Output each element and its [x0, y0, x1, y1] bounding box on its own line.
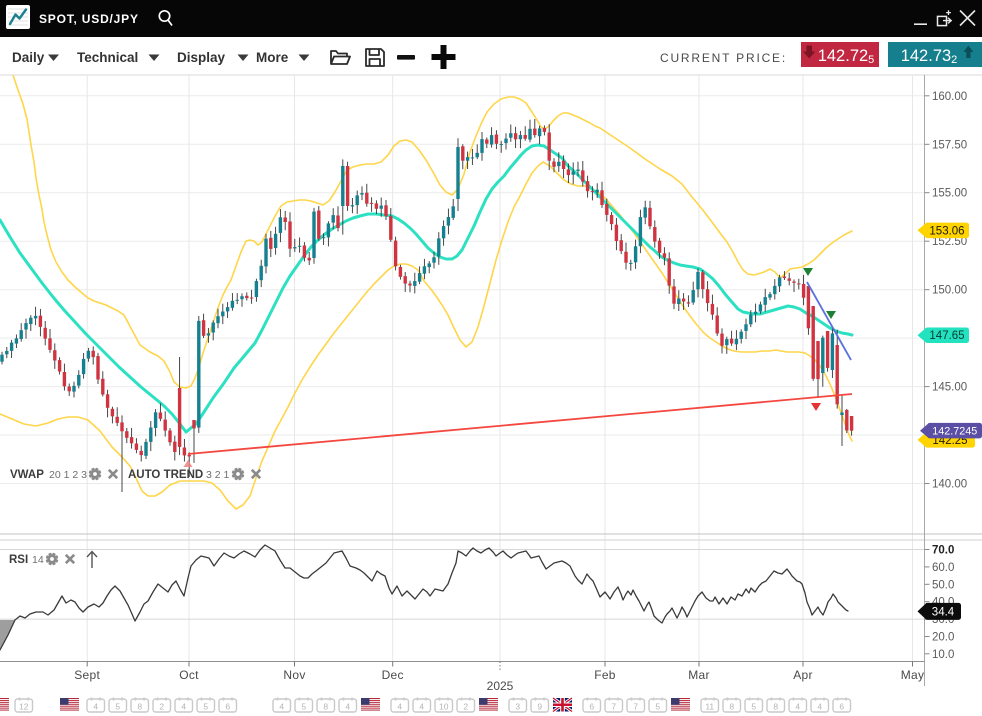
svg-text:142.725: 142.725 [818, 47, 875, 66]
svg-text:3 2 1: 3 2 1 [206, 469, 230, 481]
svg-text:Oct: Oct [179, 668, 199, 682]
svg-text:8: 8 [137, 702, 142, 712]
svg-text:Dec: Dec [382, 668, 404, 682]
svg-text:4: 4 [93, 702, 98, 712]
svg-text:147.65: 147.65 [929, 330, 964, 342]
svg-text:2: 2 [159, 702, 164, 712]
svg-text:20.0: 20.0 [932, 632, 954, 644]
svg-text:155.00: 155.00 [932, 188, 967, 200]
svg-text:4: 4 [397, 702, 402, 712]
svg-text:142.732: 142.732 [901, 47, 958, 66]
svg-text:145.00: 145.00 [932, 382, 967, 394]
svg-text:5: 5 [655, 702, 660, 712]
svg-text:7: 7 [633, 702, 638, 712]
svg-text:8: 8 [773, 702, 778, 712]
svg-text:4: 4 [795, 702, 800, 712]
svg-text:4: 4 [181, 702, 186, 712]
svg-text:11: 11 [705, 702, 714, 712]
svg-text:RSI: RSI [9, 554, 28, 566]
svg-text:Sept: Sept [74, 668, 100, 682]
svg-text:34.4: 34.4 [932, 606, 955, 618]
svg-text:Feb: Feb [594, 668, 616, 682]
svg-text:2: 2 [463, 702, 468, 712]
svg-text:3: 3 [515, 702, 520, 712]
svg-text:140.00: 140.00 [932, 479, 967, 491]
svg-text:8: 8 [729, 702, 734, 712]
svg-text:12: 12 [19, 702, 29, 712]
svg-text:5: 5 [301, 702, 306, 712]
svg-text:6: 6 [589, 702, 594, 712]
svg-text:Mar: Mar [688, 668, 710, 682]
svg-text:AUTO TREND: AUTO TREND [128, 469, 203, 481]
svg-text:10: 10 [439, 702, 449, 712]
svg-text:152.50: 152.50 [932, 236, 967, 248]
svg-text:9: 9 [537, 702, 542, 712]
svg-text:Apr: Apr [793, 668, 813, 682]
svg-text:20 1 2 3: 20 1 2 3 [49, 469, 87, 481]
svg-text:5: 5 [203, 702, 208, 712]
svg-text:5: 5 [115, 702, 120, 712]
svg-text:4: 4 [279, 702, 284, 712]
svg-text:150.00: 150.00 [932, 285, 967, 297]
svg-text:4: 4 [817, 702, 822, 712]
svg-text:160.00: 160.00 [932, 91, 967, 103]
svg-text:6: 6 [225, 702, 230, 712]
svg-text:60.0: 60.0 [932, 562, 954, 574]
svg-text:4: 4 [345, 702, 350, 712]
svg-text:6: 6 [839, 702, 844, 712]
svg-text:10.0: 10.0 [932, 649, 954, 661]
svg-text:70.0: 70.0 [932, 545, 954, 557]
svg-text:14: 14 [32, 554, 44, 566]
svg-text:2025: 2025 [487, 679, 514, 693]
svg-text:4: 4 [419, 702, 424, 712]
svg-text:7: 7 [611, 702, 616, 712]
svg-text:Nov: Nov [283, 668, 305, 682]
svg-text:142.7245: 142.7245 [932, 426, 977, 438]
svg-text:5: 5 [751, 702, 756, 712]
svg-text:153.06: 153.06 [929, 225, 964, 237]
svg-text:8: 8 [323, 702, 328, 712]
svg-text:VWAP: VWAP [10, 469, 44, 481]
svg-text:50.0: 50.0 [932, 579, 954, 591]
svg-text:May: May [901, 668, 925, 682]
svg-text:157.50: 157.50 [932, 139, 967, 151]
